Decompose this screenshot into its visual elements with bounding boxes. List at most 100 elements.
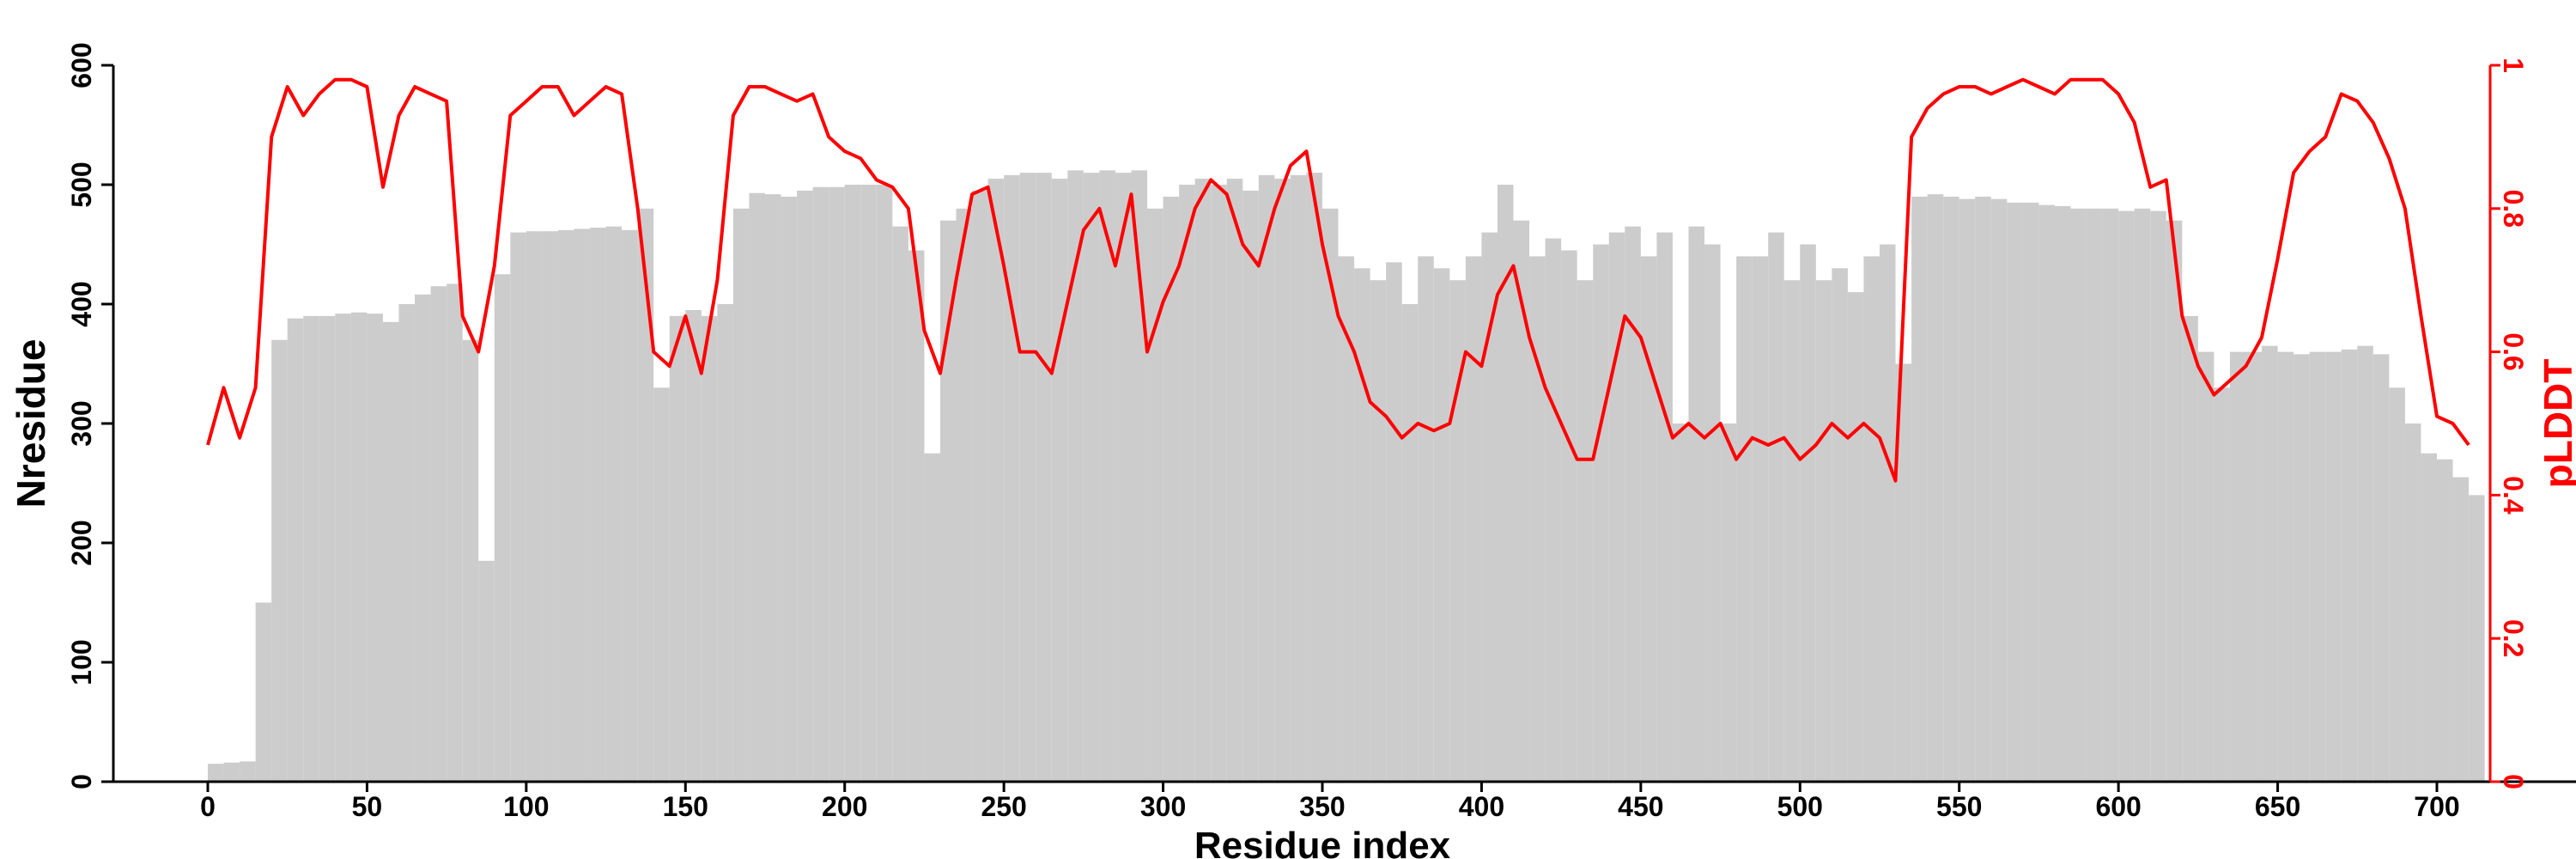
bar (701, 315, 718, 782)
bar (415, 294, 431, 782)
bar (2070, 208, 2087, 783)
bar (1656, 232, 1673, 783)
bar (956, 208, 973, 783)
bar (2087, 208, 2103, 783)
bar (287, 318, 304, 782)
bar (1306, 173, 1322, 783)
bar (240, 761, 256, 782)
y-tick-label: 500 (66, 161, 97, 207)
bar (797, 190, 813, 782)
bar (2197, 351, 2215, 782)
bar (1211, 185, 1227, 782)
bar (1943, 196, 1959, 782)
bar (462, 339, 479, 782)
bar (717, 304, 733, 782)
bar (1513, 220, 1530, 782)
bar (939, 220, 957, 782)
x-tick-label: 650 (2255, 791, 2300, 822)
bar (1832, 268, 1848, 782)
bar (1163, 196, 1180, 782)
bar (669, 315, 686, 782)
bar (1720, 423, 1737, 782)
bar (876, 185, 893, 782)
bar (2102, 208, 2119, 783)
bar (2166, 220, 2183, 782)
x-ticks: 0 50 100 150 200 250 300 350 400 450 500 550 600 650 7… (200, 782, 2460, 822)
x-tick-label: 700 (2414, 791, 2459, 822)
bar (1895, 363, 1912, 782)
x-tick-label: 50 (352, 791, 383, 822)
bar (1290, 174, 1307, 782)
bar (1990, 198, 2008, 782)
x-tick-label: 300 (1140, 791, 1186, 822)
bar (1800, 244, 1816, 782)
bar (2404, 423, 2421, 782)
bar (271, 339, 288, 782)
y-tick-label: 100 (66, 639, 97, 685)
bar (1433, 268, 1450, 782)
bar (2277, 351, 2294, 782)
bar (685, 309, 702, 782)
bar (1704, 244, 1721, 782)
bar (1067, 170, 1084, 782)
y2-ticks: 0 0.2 0.4 0.6 0.8 1 (2490, 58, 2529, 789)
bar (557, 229, 574, 782)
bar (1911, 196, 1928, 782)
x-tick-label: 500 (1777, 791, 1823, 822)
bar (1975, 196, 1991, 782)
bar (781, 196, 798, 782)
bar (1688, 226, 1705, 782)
bar (1322, 208, 1339, 783)
bar (987, 179, 1005, 783)
bar (208, 764, 224, 782)
bar (2357, 345, 2373, 782)
bar (1465, 256, 1482, 782)
bar (1370, 280, 1387, 782)
x-tick-label: 150 (663, 791, 708, 822)
nresidue-bars (208, 170, 2485, 783)
bar (335, 314, 351, 782)
bar (732, 208, 750, 783)
bar (2262, 345, 2278, 782)
bar (510, 232, 526, 783)
bar (622, 229, 638, 782)
x-tick-label: 250 (981, 791, 1026, 822)
bar (1004, 174, 1020, 782)
bar (1672, 423, 1689, 782)
bar (749, 192, 765, 783)
bar (1083, 173, 1100, 783)
bar (2229, 351, 2246, 782)
bar (2452, 477, 2470, 782)
bar (1783, 280, 1801, 782)
x-tick-label: 200 (822, 791, 867, 822)
bar (1019, 173, 1036, 783)
bar (1497, 185, 1514, 782)
bar (303, 315, 319, 782)
bar (2293, 354, 2310, 782)
bar (1880, 244, 1896, 782)
bar (1959, 198, 1976, 782)
bar (2325, 351, 2342, 782)
bar (494, 274, 511, 782)
bar (2437, 459, 2453, 782)
bar (1354, 268, 1370, 782)
bar (1194, 179, 1212, 783)
bar (2022, 202, 2039, 783)
bar (1768, 232, 1784, 783)
bar (860, 185, 877, 782)
y2-tick-label: 0.2 (2498, 619, 2529, 657)
bar (2118, 210, 2135, 782)
bar (350, 312, 368, 783)
bar (892, 226, 908, 782)
bar (908, 250, 925, 782)
y-tick-label: 0 (66, 774, 97, 789)
y2-tick-label: 0.4 (2498, 476, 2529, 515)
bar (829, 186, 845, 782)
bar (367, 314, 383, 782)
bar (1099, 170, 1115, 782)
bar (382, 321, 399, 783)
bar (574, 228, 591, 782)
bar (223, 762, 240, 782)
bar (1179, 185, 1195, 782)
bar (1418, 256, 1434, 782)
